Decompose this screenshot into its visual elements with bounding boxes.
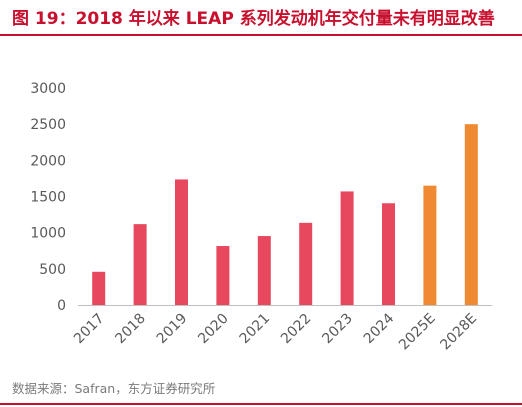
x-tick-label: 2021 (237, 311, 274, 348)
x-tick-label: 2025E (396, 311, 439, 354)
x-tick-label: 2019 (154, 311, 191, 348)
bar (92, 271, 106, 305)
bar (464, 124, 478, 306)
bar (382, 203, 395, 305)
source-note: 数据来源：Safran，东方证券研究所 (12, 381, 216, 396)
y-tick-label: 3000 (30, 81, 66, 97)
bar (340, 191, 354, 305)
bar (299, 222, 313, 305)
bottom-divider (0, 403, 522, 405)
bar (216, 246, 230, 305)
y-tick-label: 0 (57, 298, 66, 314)
y-tick-label: 2500 (30, 117, 66, 133)
x-tick-label: 2018 (112, 311, 149, 348)
y-tick-label: 1000 (30, 226, 66, 242)
x-tick-label: 2024 (361, 310, 398, 347)
x-tick-label: 2022 (278, 311, 315, 348)
y-tick-label: 1500 (30, 190, 66, 206)
bar (175, 179, 188, 305)
x-tick-label: 2028E (437, 311, 480, 354)
bar (423, 185, 437, 305)
y-tick-label: 500 (39, 262, 66, 278)
x-tick-label: 2017 (71, 311, 108, 348)
y-tick-label: 2000 (30, 153, 66, 169)
title-divider (0, 34, 522, 36)
x-tick-label: 2020 (195, 311, 232, 348)
bar (257, 236, 271, 305)
bar (133, 224, 147, 305)
x-tick-label: 2023 (319, 311, 356, 348)
chart-title: 图 19：2018 年以来 LEAP 系列发动机年交付量未有明显改善 (12, 9, 495, 29)
